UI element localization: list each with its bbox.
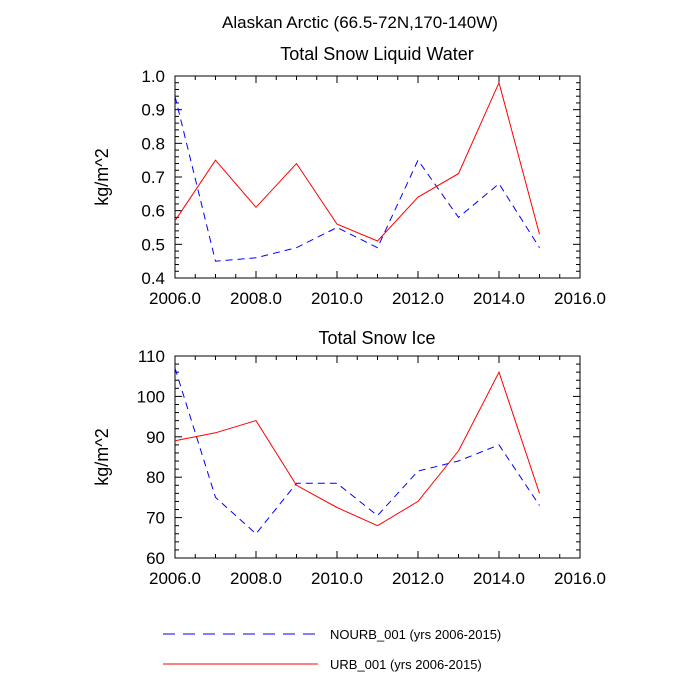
legend: NOURB_001 (yrs 2006-2015) URB_001 (yrs 2… bbox=[163, 627, 501, 672]
x-tick-label: 2012.0 bbox=[392, 289, 444, 308]
legend-label-nourb: NOURB_001 (yrs 2006-2015) bbox=[330, 627, 501, 642]
y-tick-label: 100 bbox=[137, 387, 165, 406]
panel-2-plot: 60 70 80 90 100 110 2006.0 2008.0 2010.0 2012.0 20… bbox=[137, 347, 606, 588]
y-tick-label: 0.4 bbox=[141, 269, 165, 288]
x-tick-label: 2008.0 bbox=[230, 569, 282, 588]
series-line-nourb bbox=[174, 367, 540, 535]
y-tick-label: 1.0 bbox=[141, 67, 165, 86]
x-tick-label: 2006.0 bbox=[149, 569, 201, 588]
y-tick-label: 80 bbox=[146, 468, 165, 487]
x-tick-label: 2006.0 bbox=[149, 289, 201, 308]
x-tick-label: 2014.0 bbox=[473, 289, 525, 308]
panel-1-title: Total Snow Liquid Water bbox=[280, 44, 473, 64]
x-tick-label: 2008.0 bbox=[230, 289, 282, 308]
figure-title: Alaskan Arctic (66.5-72N,170-140W) bbox=[222, 13, 498, 32]
y-tick-label: 0.7 bbox=[141, 168, 165, 187]
y-tick-label: 0.8 bbox=[141, 134, 165, 153]
y-tick-label: 0.5 bbox=[141, 235, 165, 254]
series-line-urb bbox=[174, 370, 540, 527]
legend-label-urb: URB_001 (yrs 2006-2015) bbox=[330, 657, 482, 672]
y-tick-label: 90 bbox=[146, 428, 165, 447]
panel-2-ylabel: kg/m^2 bbox=[92, 428, 112, 485]
y-tick-label: 70 bbox=[146, 509, 165, 528]
y-tick-label: 60 bbox=[146, 549, 165, 568]
x-tick-label: 2012.0 bbox=[392, 569, 444, 588]
panel-1-plot: 0.4 0.5 0.6 0.7 0.8 0.9 1.0 2006.0 2008.0 2010.0 2… bbox=[141, 67, 606, 308]
plot-frame bbox=[174, 355, 581, 559]
x-tick-label: 2010.0 bbox=[311, 289, 363, 308]
x-tick-label: 2014.0 bbox=[473, 569, 525, 588]
series-line-nourb bbox=[174, 96, 540, 262]
x-tick-label: 2010.0 bbox=[311, 569, 363, 588]
x-tick-label: 2016.0 bbox=[554, 289, 606, 308]
panel-2-title: Total Snow Ice bbox=[318, 328, 435, 348]
y-tick-label: 0.9 bbox=[141, 101, 165, 120]
y-tick-label: 0.6 bbox=[141, 202, 165, 221]
panel-1-ylabel: kg/m^2 bbox=[92, 148, 112, 205]
y-tick-label: 110 bbox=[138, 347, 165, 366]
series-line-urb bbox=[174, 81, 540, 242]
x-tick-label: 2016.0 bbox=[554, 569, 606, 588]
